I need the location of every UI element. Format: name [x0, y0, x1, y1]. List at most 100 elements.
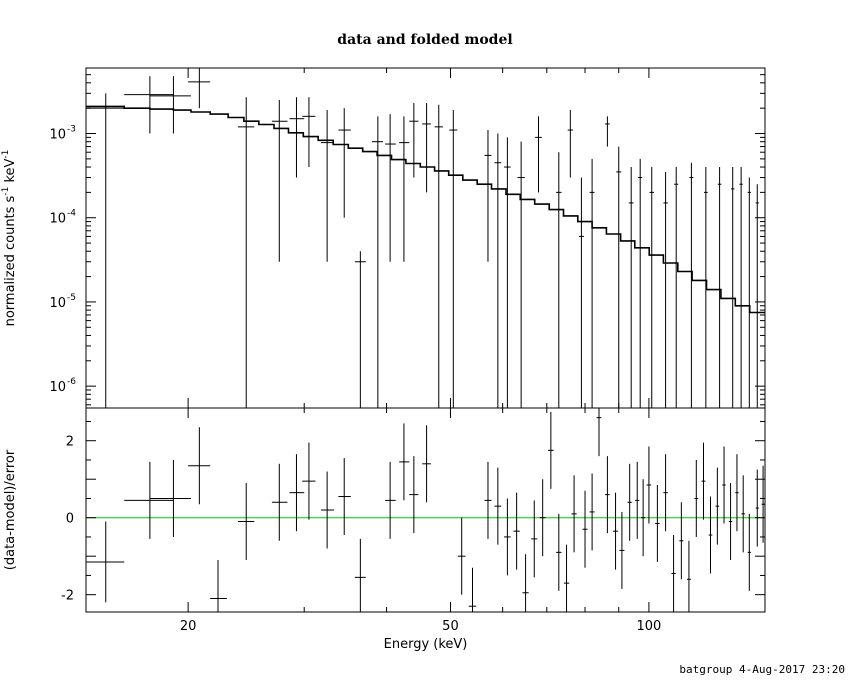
top-y-axis-label-main: normalized counts s	[3, 195, 18, 326]
spectrum-point	[149, 76, 191, 134]
residual-point	[124, 461, 174, 539]
residual-point	[149, 459, 191, 537]
chart-title: data and folded model	[337, 32, 512, 48]
spectrum-point	[409, 103, 419, 178]
residual-point	[694, 459, 699, 537]
spectrum-point	[338, 108, 351, 218]
residual-point	[605, 456, 610, 534]
residual-point	[271, 463, 288, 541]
residual-point	[646, 446, 652, 524]
spectrum-point	[86, 93, 125, 408]
y-tick-label: 10	[49, 128, 66, 143]
residual-point	[715, 467, 720, 545]
x-axis-ticks: 20 50 100	[180, 68, 661, 634]
bottom-y-ticks: 2 0 -2	[61, 420, 765, 604]
y-tick-label: 10	[49, 380, 66, 395]
y-tick-label: -2	[61, 589, 74, 604]
residual-point	[237, 483, 255, 561]
spectrum-point	[739, 167, 743, 408]
residual-point	[385, 461, 396, 539]
residual-point	[728, 483, 733, 561]
spectrum-point	[302, 97, 316, 168]
spectrum-point	[747, 177, 751, 408]
top-data-points	[86, 68, 759, 408]
y-tick-exponent: -4	[67, 209, 76, 219]
residual-point	[571, 475, 577, 553]
spectrum-point	[717, 167, 722, 408]
x-tick-label: 50	[442, 619, 459, 634]
top-y-axis-label: normalized counts s-1 keV-1	[1, 150, 18, 327]
top-y-axis-label-exp-2: -1	[1, 150, 11, 159]
residual-point	[755, 469, 759, 547]
residual-point	[86, 521, 125, 603]
residual-point	[302, 442, 316, 520]
model-curve	[86, 105, 765, 314]
spectrum-point	[320, 110, 335, 262]
residual-point	[210, 560, 227, 612]
residual-point	[409, 456, 419, 534]
residual-point	[513, 492, 520, 570]
top-y-axis-label-unit: keV	[3, 158, 18, 186]
y-tick-exponent: -6	[67, 377, 76, 387]
spectrum-point	[434, 104, 443, 408]
spectrum-point	[484, 130, 492, 262]
residual-point	[589, 473, 595, 551]
spectrum-point	[289, 97, 305, 178]
residual-point	[596, 408, 602, 457]
top-y-ticks: 10-310-410-510-6	[49, 74, 765, 406]
residual-point	[289, 454, 305, 532]
spectrum-point	[674, 167, 679, 408]
residual-point	[556, 513, 562, 591]
residual-point	[701, 442, 706, 520]
residual-point	[663, 454, 668, 532]
residual-point	[522, 554, 529, 612]
spectrum-point	[399, 116, 410, 262]
residual-point	[708, 496, 713, 574]
y-tick-exponent: -5	[67, 293, 76, 303]
spectrum-point	[755, 184, 759, 408]
residual-point	[655, 484, 660, 562]
bottom-panel: 2 0 -2 (data-model)/error	[3, 407, 766, 613]
footer-stamp: batgroup 4-Aug-2017 23:20	[679, 663, 845, 676]
residual-point	[741, 475, 745, 553]
residual-point	[671, 535, 676, 612]
residual-point	[761, 465, 765, 543]
y-tick-label: 10	[49, 296, 66, 311]
residual-point	[619, 511, 625, 589]
x-axis-label: Energy (keV)	[384, 637, 468, 652]
spectrum-point	[504, 137, 511, 408]
residual-point	[468, 567, 477, 612]
residual-point	[422, 425, 431, 503]
spectrum-point	[663, 171, 668, 408]
residual-point	[627, 463, 632, 541]
residual-point	[338, 458, 351, 536]
spectrum-point	[517, 141, 525, 408]
spectrum-point	[649, 167, 655, 408]
x-tick-label: 20	[180, 619, 197, 634]
spectrum-point	[567, 110, 573, 178]
spectrum-point	[371, 116, 383, 408]
residual-point	[531, 500, 538, 578]
spectrum-point	[730, 167, 735, 408]
spectrum-point	[589, 158, 595, 408]
residual-point	[722, 446, 726, 524]
residual-point	[504, 498, 511, 576]
y-tick-label: 2	[66, 435, 74, 450]
spectrum-point	[605, 116, 610, 147]
residual-point	[188, 427, 211, 505]
residual-point	[563, 544, 570, 612]
spectrum-point	[494, 133, 502, 408]
residual-point	[457, 517, 466, 595]
residual-point	[635, 461, 640, 539]
residual-point	[686, 540, 691, 612]
residual-point	[582, 490, 588, 568]
spectrum-point	[354, 251, 366, 408]
spectrum-point	[237, 97, 255, 408]
residual-point	[735, 454, 739, 532]
residual-point	[641, 479, 646, 557]
bottom-panel-frame	[85, 407, 766, 613]
residual-point	[494, 467, 502, 545]
spectrum-point	[188, 68, 211, 109]
spectrum-point	[556, 152, 562, 408]
spectrum-point	[422, 103, 431, 193]
